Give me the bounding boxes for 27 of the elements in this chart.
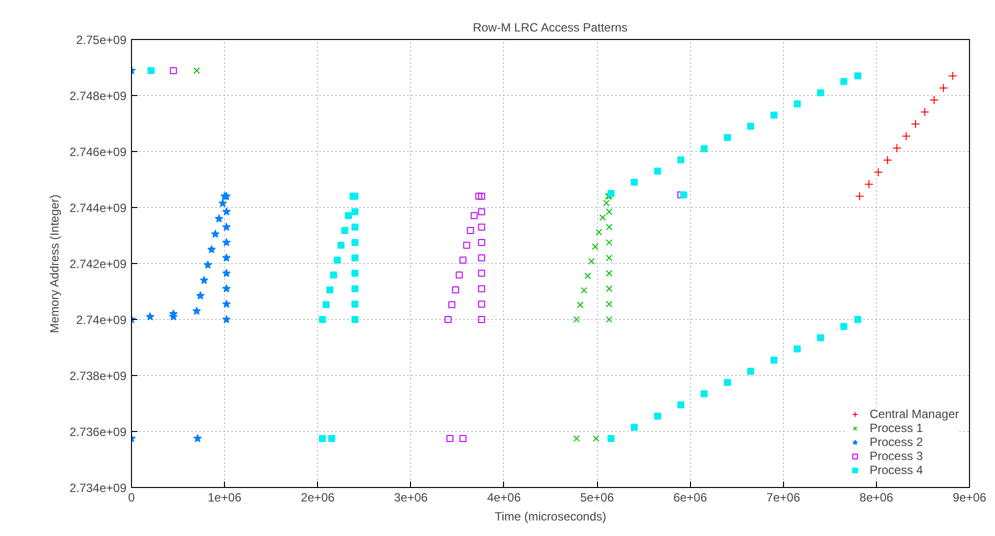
x-axis-title: Time (microseconds) — [494, 510, 606, 524]
chart-title: Row-M LRC Access Patterns — [472, 20, 628, 34]
x-tick-label: 7e+06 — [766, 490, 800, 504]
x-tick-label: 8e+06 — [860, 490, 894, 504]
legend-label: Central Manager — [870, 407, 959, 421]
y-tick-label: 2.744e+09 — [69, 201, 127, 215]
x-tick-label: 0 — [128, 490, 136, 504]
x-tick-label: 6e+06 — [673, 490, 708, 504]
x-tick-label: 4e+06 — [487, 490, 522, 504]
legend-label: Process 1 — [870, 421, 923, 435]
legend-label: Process 3 — [870, 449, 923, 463]
y-tick-label: 2.736e+09 — [69, 425, 127, 439]
y-tick-label: 2.738e+09 — [69, 369, 127, 383]
y-tick-label: 2.748e+09 — [69, 89, 127, 103]
y-axis-title: Memory Address (Integer) — [47, 194, 62, 334]
y-tick-label: 2.74e+09 — [76, 313, 127, 327]
y-tick-label: 2.742e+09 — [69, 257, 127, 271]
x-tick-label: 2e+06 — [300, 490, 335, 504]
y-tick-label: 2.75e+09 — [76, 33, 127, 47]
x-tick-label: 9e+06 — [952, 490, 987, 504]
x-tick-label: 1e+06 — [208, 490, 242, 504]
y-tick-label: 2.734e+09 — [69, 481, 127, 495]
y-tick-label: 2.746e+09 — [69, 145, 127, 159]
x-tick-label: 5e+06 — [580, 490, 614, 504]
x-tick-label: 3e+06 — [394, 490, 428, 504]
legend-label: Process 2 — [870, 435, 923, 449]
legend-label: Process 4 — [870, 463, 923, 477]
